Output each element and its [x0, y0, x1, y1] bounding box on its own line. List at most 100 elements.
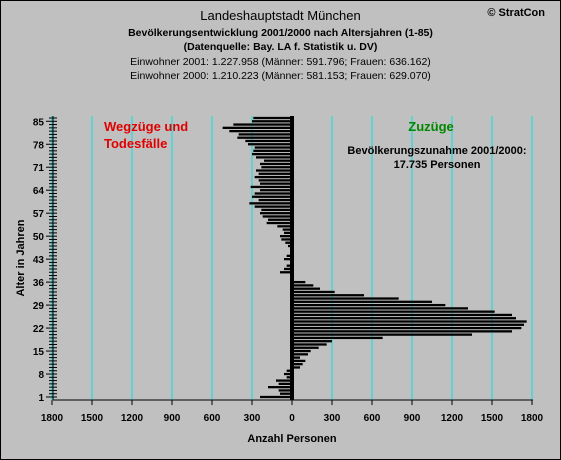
y-tick-label: 57 [33, 209, 45, 220]
copyright-label: © StratCon [487, 7, 545, 19]
bar [292, 307, 468, 310]
bar [280, 271, 292, 274]
bar [292, 320, 527, 323]
x-tick-label: 600 [364, 413, 381, 424]
grid-lines [51, 116, 533, 400]
bar [284, 231, 292, 235]
bar [292, 280, 306, 284]
bar [258, 172, 292, 175]
bar [258, 198, 292, 202]
bar [277, 225, 292, 228]
bar [292, 300, 432, 303]
bar [280, 235, 292, 238]
bar [245, 139, 292, 143]
bar [252, 152, 292, 156]
chart-subtitle: Bevölkerungsentwicklung 2001/2000 nach A… [128, 27, 433, 39]
bar [238, 133, 292, 136]
annotation-left: Wegzüge und Todesfälle [104, 119, 192, 151]
bar [292, 317, 516, 320]
x-tick-label: 300 [324, 413, 341, 424]
bar [237, 136, 292, 139]
y-tick-label: 50 [33, 232, 45, 243]
bar [292, 310, 495, 313]
bar [260, 182, 292, 185]
bar [229, 129, 292, 133]
bar [292, 333, 472, 336]
y-tick-label: 71 [33, 163, 45, 174]
bar [268, 218, 292, 221]
bar [253, 116, 292, 120]
y-tick-label: 43 [33, 255, 45, 266]
y-tick-label: 1 [38, 393, 44, 404]
bar [249, 202, 292, 205]
population-2000: Einwohner 2000: 1.210.223 (Männer: 581.1… [130, 70, 431, 82]
bar [262, 215, 292, 218]
y-axis: 1 8 15 22 29 36 43 50 57 64 71 78 85 [33, 116, 57, 404]
chart-title: Landeshauptstadt München [200, 8, 361, 23]
x-axis: 1800 1500 1200 900 600 300 0 300 600 900 1200 1500 1… [41, 400, 544, 424]
bar [250, 185, 292, 189]
bar [282, 228, 292, 231]
y-tick-label: 64 [33, 186, 45, 197]
bar [253, 149, 292, 152]
bar [292, 290, 335, 294]
bar [292, 294, 364, 297]
bar [252, 195, 292, 198]
y-tick-label: 29 [33, 301, 45, 312]
bar [280, 392, 292, 395]
x-axis-title: Anzahl Personen [247, 433, 337, 445]
bar [268, 386, 292, 389]
annotation-left-line1: Wegzüge und [104, 119, 188, 134]
y-tick-label: 36 [33, 278, 45, 289]
y-tick-label: 8 [38, 370, 44, 381]
x-tick-label: 1800 [41, 413, 64, 424]
x-tick-label: 900 [404, 413, 421, 424]
bar [292, 336, 383, 340]
bar [292, 343, 327, 346]
bar [292, 356, 300, 359]
data-source: (Datenquelle: Bay. LA f. Statistik u. DV… [183, 41, 378, 53]
x-tick-label: 1500 [81, 413, 104, 424]
bar [254, 192, 292, 195]
bar [292, 297, 399, 300]
y-tick-label: 22 [33, 324, 45, 335]
y-axis-title: Alter in Jahren [15, 219, 27, 296]
bar [292, 346, 319, 349]
bar [286, 254, 292, 257]
bar [256, 156, 292, 159]
bar-series [222, 116, 527, 399]
y-tick-label: 15 [33, 347, 45, 358]
x-tick-label: 1500 [481, 413, 504, 424]
bar [252, 120, 292, 123]
bar [254, 175, 292, 179]
increase-value: 17.735 Personen [394, 159, 481, 171]
bar [260, 189, 292, 192]
bar [292, 323, 524, 326]
bar [254, 205, 292, 208]
bar [292, 326, 522, 330]
x-tick-label: 1800 [521, 413, 544, 424]
increase-label: Bevölkerungszunahme 2001/2000: [347, 145, 526, 157]
bar [285, 241, 292, 244]
bar [248, 143, 292, 146]
bar [260, 395, 292, 399]
y-tick-label: 85 [33, 117, 45, 128]
bar [278, 382, 292, 386]
x-tick-label: 900 [164, 413, 181, 424]
bar [222, 126, 292, 129]
annotation-right: Zuzüge [408, 119, 454, 134]
x-tick-label: 0 [289, 413, 295, 424]
bar [254, 146, 292, 149]
x-tick-label: 1200 [441, 413, 464, 424]
bar [292, 340, 332, 343]
bar [258, 179, 292, 182]
x-tick-label: 300 [244, 413, 261, 424]
bar [286, 369, 292, 372]
bar [292, 363, 303, 366]
bar [264, 159, 292, 162]
bar [292, 349, 311, 353]
bar [292, 303, 446, 307]
bar [266, 221, 292, 225]
population-2001: Einwohner 2001: 1.227.958 (Männer: 591.7… [130, 56, 431, 68]
bar [292, 353, 308, 356]
